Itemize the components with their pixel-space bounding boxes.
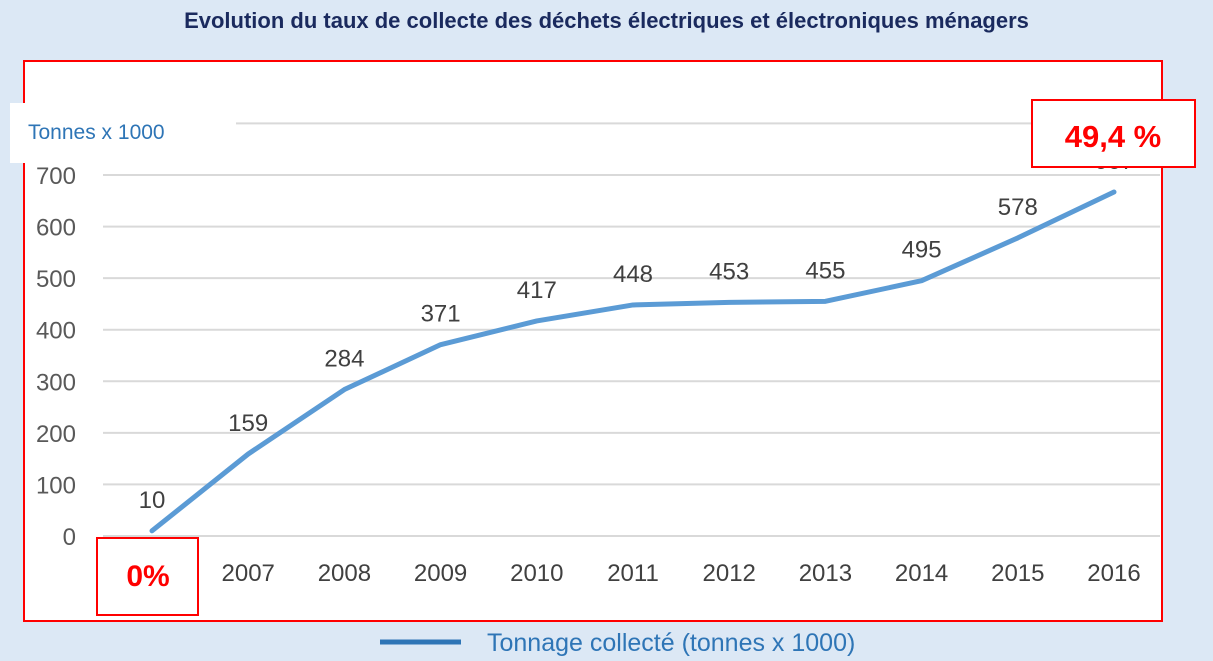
end-rate: 49,4 %: [1065, 119, 1162, 154]
unit-label-box: [10, 103, 236, 163]
x-tick-label: 2007: [222, 560, 275, 587]
x-tick-label: 2010: [510, 560, 563, 587]
y-tick-label: 700: [36, 163, 76, 190]
data-label: 371: [421, 301, 461, 328]
x-tick-label: 2015: [991, 560, 1044, 587]
series-line: [149, 189, 1117, 534]
x-tick-label: 2008: [318, 560, 371, 587]
data-label: 417: [517, 277, 557, 304]
y-tick-label: 300: [36, 369, 76, 396]
data-label: 284: [324, 346, 364, 373]
x-tick-label: 2016: [1087, 560, 1140, 587]
x-tick-label: 2014: [895, 560, 948, 587]
x-tick-label: 2012: [703, 560, 756, 587]
data-label: 448: [613, 261, 653, 288]
unit-label: Tonnes x 1000: [28, 121, 165, 144]
x-tick-label: 2009: [414, 560, 467, 587]
data-label: 159: [228, 410, 268, 437]
y-tick-label: 400: [36, 318, 76, 345]
x-tick-label: 2013: [799, 560, 852, 587]
y-tick-label: 100: [36, 472, 76, 499]
y-tick-label: 500: [36, 266, 76, 293]
legend-label: Tonnage collecté (tonnes x 1000): [487, 629, 855, 657]
start-rate-box: [96, 537, 199, 616]
data-label: 578: [998, 194, 1038, 221]
y-tick-label: 0: [63, 524, 76, 551]
end-rate-box: [1031, 99, 1196, 168]
data-label: 10: [139, 487, 166, 514]
start-rate: 0%: [126, 560, 169, 593]
y-tick-label: 200: [36, 421, 76, 448]
data-label: 495: [902, 237, 942, 264]
data-label: 453: [709, 258, 749, 285]
y-tick-label: 600: [36, 215, 76, 242]
x-tick-label: 2011: [607, 560, 659, 587]
data-label: 455: [805, 257, 845, 284]
chart-title: Evolution du taux de collecte des déchet…: [184, 8, 1029, 33]
